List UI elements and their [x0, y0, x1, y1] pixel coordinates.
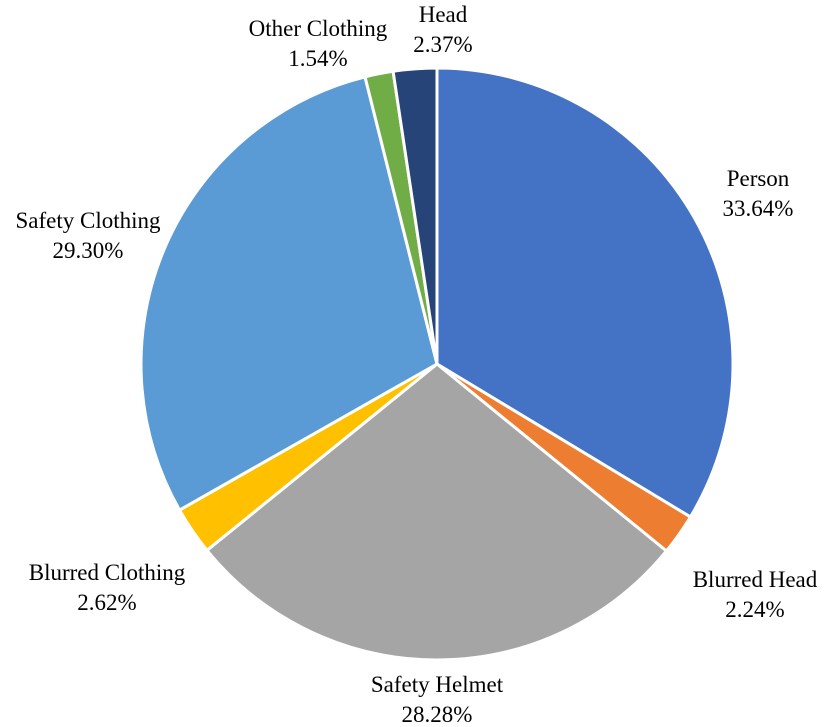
slice-label-other-clothing: Other Clothing [249, 16, 388, 41]
slice-value-safety-helmet: 28.28% [402, 702, 473, 727]
slice-label-safety-clothing: Safety Clothing [15, 208, 161, 233]
pie-slices [139, 66, 735, 662]
slice-value-blurred-head: 2.24% [725, 597, 784, 622]
pie-slice-safety-clothing [139, 75, 439, 512]
pie-slice-safety-helmet [205, 362, 668, 662]
slice-value-safety-clothing: 29.30% [53, 238, 124, 263]
slice-value-person: 33.64% [723, 196, 794, 221]
pie-slice-head [391, 66, 439, 366]
pie-slice-person [435, 66, 735, 519]
slice-value-other-clothing: 1.54% [288, 46, 347, 71]
slice-value-head: 2.37% [413, 32, 472, 57]
slice-label-person: Person [727, 166, 790, 191]
slice-label-head: Head [419, 2, 468, 27]
slice-label-blurred-head: Blurred Head [693, 567, 818, 592]
slice-value-blurred-clothing: 2.62% [77, 590, 136, 615]
pie-labels: Person 33.64% Blurred Head 2.24% Safety Helm… [15, 2, 817, 727]
slice-label-safety-helmet: Safety Helmet [371, 672, 504, 697]
slice-label-blurred-clothing: Blurred Clothing [29, 560, 186, 585]
